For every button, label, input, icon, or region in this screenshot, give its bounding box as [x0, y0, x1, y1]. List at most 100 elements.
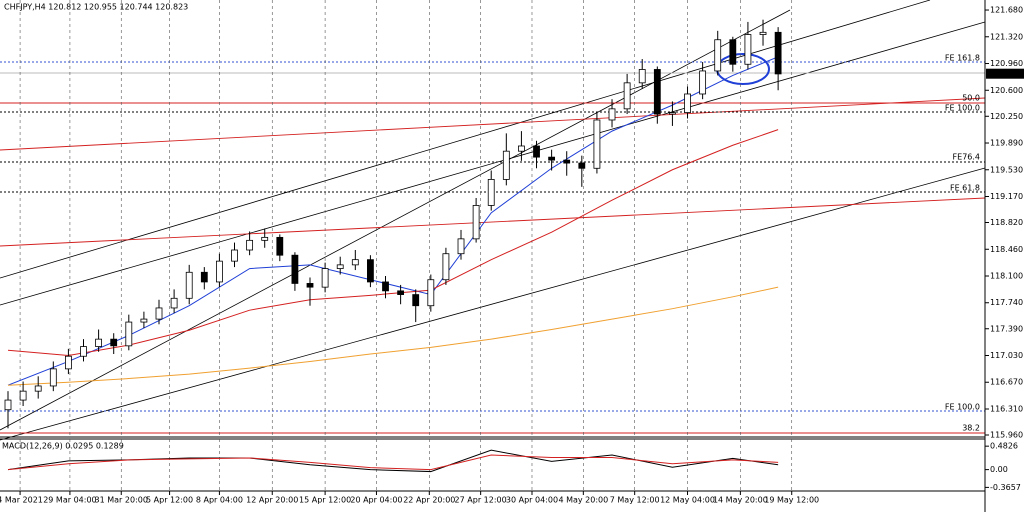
- y-tick-label: 118.100: [990, 272, 1023, 281]
- candle-body: [774, 31, 782, 75]
- candle-body: [95, 338, 103, 347]
- y-tick-label: -0.3657: [990, 483, 1021, 492]
- annotation: FE 161.8: [945, 54, 980, 63]
- channel-line: [0, 167, 986, 441]
- y-tick-label: 121.320: [990, 32, 1023, 41]
- drawings: [0, 0, 986, 512]
- candle-body: [653, 69, 661, 115]
- x-tick-label: 4 May 20:00: [558, 496, 608, 505]
- candle-body: [563, 159, 571, 164]
- x-tick-label: 4 Mar 2021: [0, 496, 43, 505]
- y-tick-label: 120.250: [990, 112, 1023, 121]
- trend-line: [0, 197, 986, 247]
- y-tick-label: 118.460: [990, 245, 1023, 254]
- y-tick-label: 119.530: [990, 165, 1023, 174]
- candle-body: [442, 253, 450, 281]
- candle-body: [502, 150, 510, 180]
- candle-body: [246, 239, 254, 251]
- candle-body: [291, 254, 299, 284]
- candle-body: [34, 385, 42, 392]
- y-tick-label: 117.740: [990, 298, 1023, 307]
- x-tick-label: 20 Apr 04:00: [350, 496, 402, 505]
- y-tick-label: 120.600: [990, 86, 1023, 95]
- y-tick-label: 117.030: [990, 351, 1023, 360]
- indicator-title: MACD(12,26,9) 0.0295 0.1289: [2, 442, 124, 451]
- y-tick-label: 0.4826: [990, 442, 1018, 451]
- annotation: 50.0: [962, 94, 980, 103]
- x-tick-label: 12 Apr 20:00: [246, 496, 298, 505]
- candle-body: [699, 70, 707, 95]
- candle-body: [351, 259, 359, 266]
- candle-body: [412, 294, 420, 307]
- candle-body: [125, 321, 133, 347]
- x-tick-label: 31 Mar 20:00: [95, 496, 148, 505]
- candle-body: [593, 119, 601, 169]
- candle-body: [533, 145, 540, 158]
- y-tick-label: 116.670: [990, 378, 1023, 387]
- candle-body: [669, 112, 676, 115]
- y-tick-label: 116.310: [990, 404, 1023, 413]
- candle-body: [684, 93, 691, 113]
- candle-body: [427, 279, 435, 307]
- y-tick-label: 119.170: [990, 192, 1023, 201]
- x-tick-label: 5 Apr 12:00: [146, 496, 193, 505]
- candle-body: [261, 236, 269, 241]
- candle-body: [578, 162, 586, 169]
- x-tick-label: 12 May 04:00: [660, 496, 715, 505]
- candle-body: [382, 281, 389, 292]
- x-tick-label: 7 May 12:00: [610, 496, 660, 505]
- y-tick-label: 0.00: [990, 465, 1008, 474]
- candle-body: [306, 283, 314, 288]
- candle-body: [276, 236, 284, 256]
- candle-body: [336, 264, 344, 269]
- candle-body: [110, 338, 118, 347]
- candle-body: [4, 399, 12, 411]
- candle-body: [487, 179, 495, 206]
- candle-body: [65, 355, 72, 370]
- x-tick-label: 19 May 12:00: [764, 496, 819, 505]
- x-tick-label: 30 Apr 04:00: [506, 496, 558, 505]
- candle-body: [367, 259, 374, 283]
- candle-body: [155, 307, 163, 320]
- moving-average: [7, 286, 779, 386]
- chart-title: CHFJPY,H4 120.812 120.955 120.744 120.82…: [4, 3, 188, 12]
- y-tick-label: 117.390: [990, 324, 1023, 333]
- candle-body: [397, 290, 405, 295]
- y-tick-label: 120.960: [990, 59, 1023, 68]
- y-tick-label: 115.960: [990, 430, 1023, 439]
- candle-body: [729, 39, 737, 65]
- candle-body: [548, 156, 556, 161]
- candle-body: [608, 108, 616, 121]
- candle-body: [321, 268, 329, 288]
- candle-body: [518, 145, 525, 152]
- candle-body: [140, 318, 148, 323]
- candle-body: [200, 271, 208, 283]
- y-tick-label: 118.820: [990, 218, 1023, 227]
- candle-body: [170, 297, 178, 309]
- candle-body: [472, 205, 480, 240]
- candle-body: [216, 260, 223, 283]
- annotation: FE76.4: [953, 153, 980, 162]
- x-tick-label: 15 Apr 12:00: [299, 496, 351, 505]
- price-tag-label: 120.823: [989, 69, 1022, 78]
- price-tag: [986, 68, 1024, 79]
- annotation: FE 100.0: [945, 104, 980, 113]
- x-tick-label: 27 Apr 12:00: [455, 496, 507, 505]
- macd-line: [7, 454, 779, 471]
- trend-line: [0, 97, 986, 151]
- candle-body: [638, 69, 646, 84]
- annotation: FE 100.0: [945, 403, 980, 412]
- candle-body: [231, 249, 238, 262]
- x-tick-label: 22 Apr 20:00: [403, 496, 455, 505]
- candle-body: [80, 346, 87, 357]
- candle-body: [714, 39, 722, 72]
- channel-line: [0, 21, 986, 306]
- y-tick-label: 121.680: [990, 6, 1023, 15]
- annotation: 38.2: [962, 424, 980, 433]
- candle-body: [759, 31, 767, 35]
- x-tick-label: 8 Apr 04:00: [196, 496, 243, 505]
- candle-body: [744, 34, 752, 65]
- candle-body: [623, 82, 631, 110]
- x-tick-label: 29 Mar 04:00: [43, 496, 96, 505]
